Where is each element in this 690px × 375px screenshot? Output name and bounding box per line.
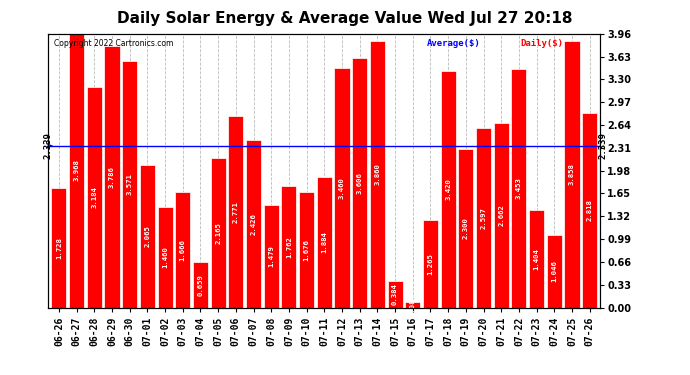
Bar	[476, 128, 491, 308]
Bar	[69, 33, 84, 308]
Text: 0.659: 0.659	[197, 274, 204, 296]
Bar	[228, 116, 244, 308]
Bar	[582, 113, 598, 308]
Bar	[423, 220, 438, 308]
Bar	[104, 46, 119, 308]
Bar	[335, 68, 350, 308]
Text: 1.728: 1.728	[56, 237, 62, 259]
Bar	[564, 41, 580, 308]
Bar	[193, 262, 208, 308]
Text: 2.165: 2.165	[215, 222, 221, 244]
Bar	[405, 302, 420, 307]
Bar	[87, 87, 102, 308]
Bar	[494, 123, 509, 308]
Text: 2.597: 2.597	[480, 207, 486, 229]
Text: 2.771: 2.771	[233, 201, 239, 223]
Text: 3.460: 3.460	[339, 177, 345, 199]
Text: 1.046: 1.046	[551, 260, 558, 282]
Text: 1.404: 1.404	[533, 248, 540, 270]
Bar	[370, 40, 385, 308]
Bar	[529, 210, 544, 308]
Bar	[388, 281, 402, 308]
Text: 0.084: 0.084	[410, 294, 416, 315]
Bar	[122, 61, 137, 308]
Bar	[175, 192, 190, 308]
Bar	[441, 71, 455, 308]
Bar	[352, 58, 367, 308]
Text: 2.339: 2.339	[598, 132, 607, 159]
Bar	[546, 235, 562, 308]
Bar	[264, 205, 279, 308]
Text: 3.571: 3.571	[127, 173, 132, 195]
Bar	[157, 207, 172, 308]
Text: 0.384: 0.384	[392, 283, 398, 305]
Text: Copyright 2022 Cartronics.com: Copyright 2022 Cartronics.com	[54, 39, 173, 48]
Bar	[140, 165, 155, 308]
Text: 1.884: 1.884	[322, 231, 327, 254]
Text: 3.786: 3.786	[109, 166, 115, 188]
Bar	[282, 186, 297, 308]
Text: Daily Solar Energy & Average Value Wed Jul 27 20:18: Daily Solar Energy & Average Value Wed J…	[117, 11, 573, 26]
Text: Average($): Average($)	[426, 39, 480, 48]
Bar	[458, 148, 473, 308]
Text: 1.265: 1.265	[427, 253, 433, 275]
Text: 3.184: 3.184	[91, 186, 97, 209]
Text: 2.662: 2.662	[498, 204, 504, 226]
Text: 1.479: 1.479	[268, 246, 274, 267]
Text: 2.426: 2.426	[250, 213, 257, 235]
Text: 3.858: 3.858	[569, 163, 575, 185]
Text: 3.968: 3.968	[74, 159, 79, 181]
Text: 3.860: 3.860	[375, 163, 380, 185]
Text: 2.065: 2.065	[144, 225, 150, 247]
Bar	[210, 158, 226, 308]
Text: 1.762: 1.762	[286, 236, 292, 258]
Text: Daily($): Daily($)	[520, 39, 563, 48]
Bar	[511, 69, 526, 308]
Bar	[246, 140, 261, 308]
Text: 3.420: 3.420	[445, 178, 451, 200]
Bar	[317, 177, 332, 308]
Text: 1.666: 1.666	[180, 239, 186, 261]
Bar	[299, 192, 314, 308]
Text: 1.676: 1.676	[304, 238, 310, 261]
Bar	[51, 188, 66, 308]
Text: 1.460: 1.460	[162, 246, 168, 268]
Text: 3.453: 3.453	[516, 177, 522, 199]
Text: 2.339: 2.339	[43, 132, 52, 159]
Text: 2.818: 2.818	[586, 199, 593, 221]
Text: 3.606: 3.606	[357, 172, 363, 194]
Text: 2.300: 2.300	[463, 217, 469, 239]
